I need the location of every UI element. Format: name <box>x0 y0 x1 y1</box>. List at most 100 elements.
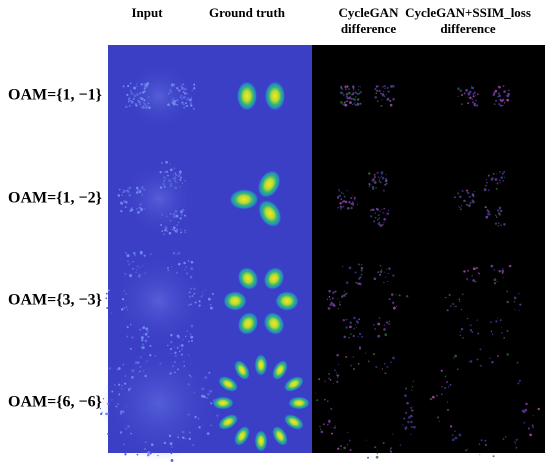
speckle <box>176 87 179 90</box>
speckle <box>144 339 148 342</box>
speckle <box>170 333 173 337</box>
difference-dot <box>356 203 359 205</box>
difference-dot <box>436 416 439 419</box>
speckle <box>172 174 174 176</box>
speckle <box>172 97 175 100</box>
speckle <box>211 292 215 296</box>
difference-dot <box>388 267 391 270</box>
speckle <box>180 344 184 347</box>
difference-dot <box>339 190 341 192</box>
difference-dot <box>486 181 488 184</box>
difference-dot <box>343 335 347 339</box>
speckle <box>143 333 145 335</box>
difference-dot <box>345 95 348 98</box>
difference-dot <box>376 100 379 102</box>
difference-dot <box>359 86 361 88</box>
difference-dot <box>357 102 359 105</box>
difference-dot <box>333 426 336 429</box>
difference-dot <box>370 184 372 186</box>
difference-dot <box>475 266 478 270</box>
speckle <box>169 212 172 215</box>
speckle <box>139 328 142 331</box>
difference-dot <box>358 282 362 286</box>
difference-dot <box>332 293 334 295</box>
difference-dot <box>474 280 477 283</box>
speckle <box>179 228 182 231</box>
speckle <box>121 194 123 196</box>
difference-dot <box>448 293 451 297</box>
intensity-lobe <box>254 430 268 452</box>
difference-dot <box>446 381 448 383</box>
difference-dot <box>360 273 363 276</box>
difference-dot <box>527 427 530 430</box>
speckle-glow <box>101 345 217 461</box>
speckle <box>157 454 159 457</box>
difference-dot <box>357 98 360 101</box>
speckle <box>142 326 146 330</box>
difference-dot <box>447 386 450 388</box>
speckle <box>143 447 147 451</box>
column-header: Input <box>131 5 163 20</box>
speckle <box>173 229 176 232</box>
speckle <box>169 442 173 446</box>
speckle <box>117 367 121 370</box>
difference-dot <box>374 176 377 179</box>
speckle <box>125 105 128 108</box>
speckle <box>169 219 172 222</box>
speckle <box>128 193 132 197</box>
speckle <box>169 184 173 187</box>
difference-dot <box>494 222 498 225</box>
difference-dot <box>472 95 475 98</box>
difference-dot <box>389 103 393 107</box>
difference-dot <box>381 368 384 370</box>
difference-dot <box>467 92 469 94</box>
difference-dot <box>506 329 509 332</box>
speckle <box>170 446 173 448</box>
difference-dot <box>387 90 390 93</box>
difference-dot <box>386 366 389 368</box>
speckle <box>169 90 172 94</box>
difference-dot <box>407 420 410 424</box>
difference-dot <box>500 176 504 180</box>
speckle <box>204 289 206 291</box>
speckle <box>124 206 127 208</box>
speckle <box>145 107 148 109</box>
difference-dot <box>398 294 401 297</box>
speckle <box>125 293 128 295</box>
difference-dot <box>496 216 498 218</box>
speckle <box>187 413 190 416</box>
difference-dot <box>378 317 381 319</box>
speckle <box>164 226 167 229</box>
difference-dot <box>489 357 491 360</box>
difference-dot <box>499 182 501 184</box>
difference-dot <box>340 445 342 448</box>
speckle <box>160 161 164 165</box>
difference-dot <box>496 182 499 185</box>
difference-dot <box>381 176 385 180</box>
difference-dot <box>525 402 528 406</box>
difference-dot <box>463 199 466 203</box>
difference-dot <box>379 224 382 227</box>
difference-dot <box>340 85 343 88</box>
difference-dot <box>381 93 384 96</box>
column-header: difference <box>440 21 496 36</box>
speckle <box>208 371 211 374</box>
difference-dot <box>359 90 362 94</box>
speckle <box>186 98 189 101</box>
difference-dot <box>378 179 381 182</box>
difference-dot <box>375 455 379 459</box>
speckle <box>139 365 142 368</box>
difference-dot <box>514 309 516 311</box>
speckle <box>165 160 168 164</box>
speckle <box>127 190 130 194</box>
difference-dot <box>481 365 483 368</box>
difference-dot <box>328 289 332 293</box>
speckle <box>149 344 152 347</box>
speckle <box>177 251 181 255</box>
speckle <box>131 336 134 339</box>
difference-dot <box>334 369 336 372</box>
difference-dot <box>461 190 464 193</box>
speckle <box>130 100 132 103</box>
difference-dot <box>440 393 443 396</box>
difference-dot <box>465 277 468 280</box>
